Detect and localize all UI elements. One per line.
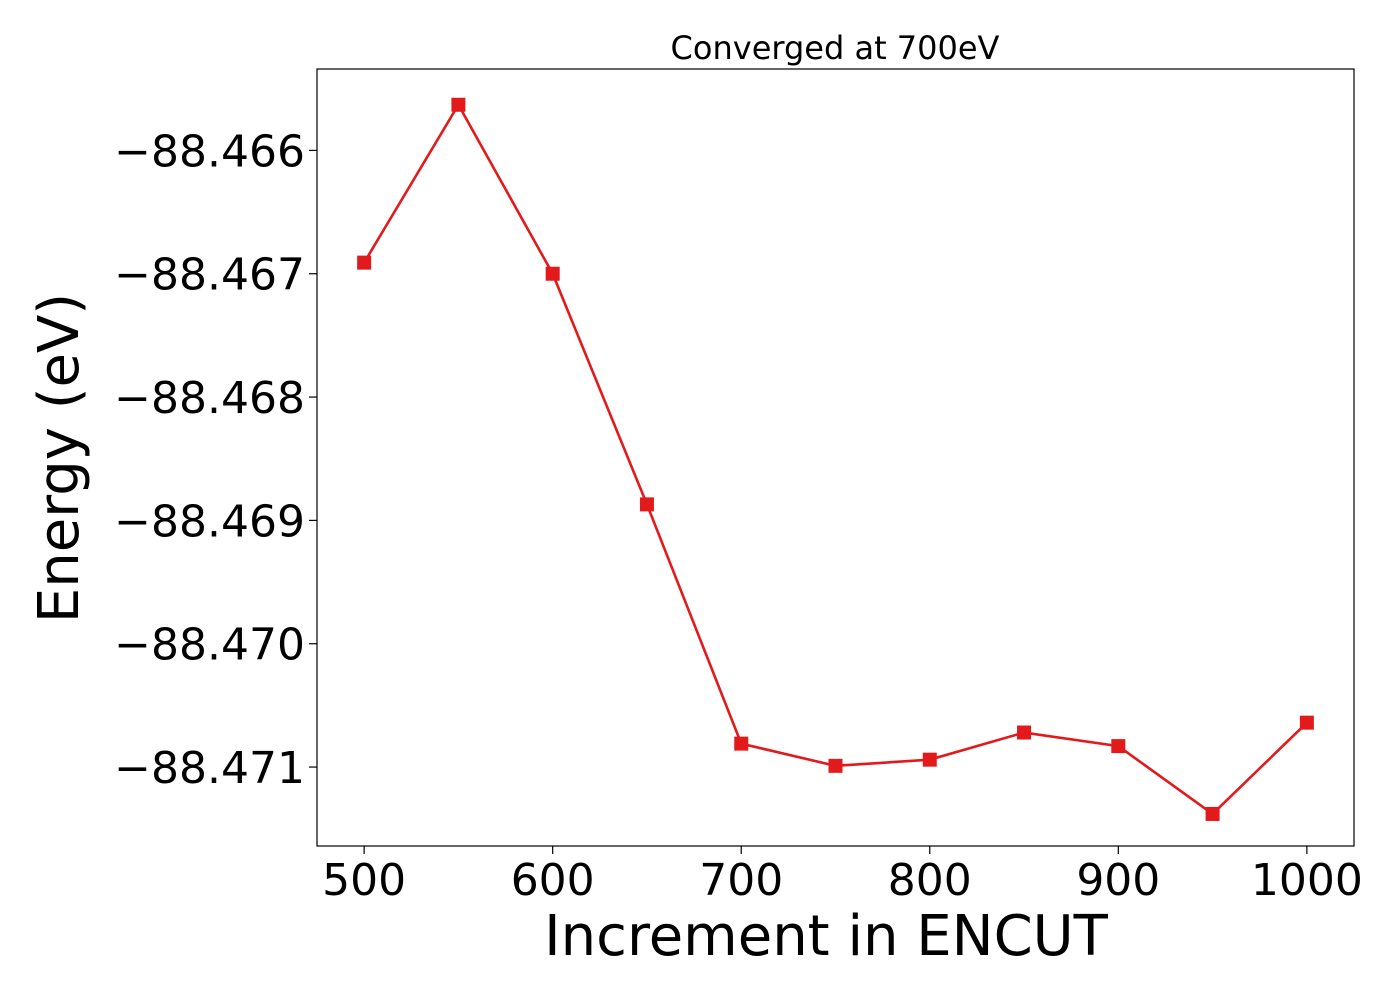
x-tick-label: 600: [511, 855, 595, 906]
y-tick-label: −88.471: [114, 743, 305, 794]
plot-area-frame: [316, 68, 1355, 847]
data-point-marker: [922, 752, 937, 767]
data-point-marker: [639, 497, 654, 512]
y-tick-label: −88.470: [114, 620, 305, 671]
y-axis-label: Energy (eV): [27, 293, 92, 623]
y-tick-label: −88.468: [114, 373, 305, 424]
data-point-marker: [451, 97, 466, 112]
x-tick-label: 1000: [1251, 855, 1363, 906]
data-point-marker: [1205, 806, 1220, 821]
y-tick-label: −88.469: [114, 496, 305, 547]
x-axis-label: Increment in ENCUT: [544, 904, 1109, 969]
x-tick-label: 900: [1076, 855, 1160, 906]
chart-title: Converged at 700eV: [671, 29, 1000, 67]
data-point-marker: [828, 758, 843, 773]
x-tick-label: 700: [699, 855, 783, 906]
x-axis-ticks: 500 600 700 800 900 1000: [322, 846, 1363, 906]
x-tick-label: 500: [322, 855, 406, 906]
y-tick-label: −88.466: [114, 126, 305, 177]
series-layer: [357, 97, 1314, 821]
data-point-marker: [734, 736, 749, 751]
data-point-marker: [545, 266, 560, 281]
y-tick-label: −88.467: [114, 250, 305, 301]
data-point-marker: [1299, 715, 1314, 730]
data-point-marker: [1111, 739, 1126, 754]
data-point-marker: [1017, 725, 1032, 740]
data-point-marker: [357, 255, 372, 270]
series-line: [363, 102, 1308, 816]
y-axis-ticks: −88.466 −88.467 −88.468 −88.469 −88.470 −88.4…: [114, 126, 317, 794]
x-tick-label: 800: [888, 855, 972, 906]
